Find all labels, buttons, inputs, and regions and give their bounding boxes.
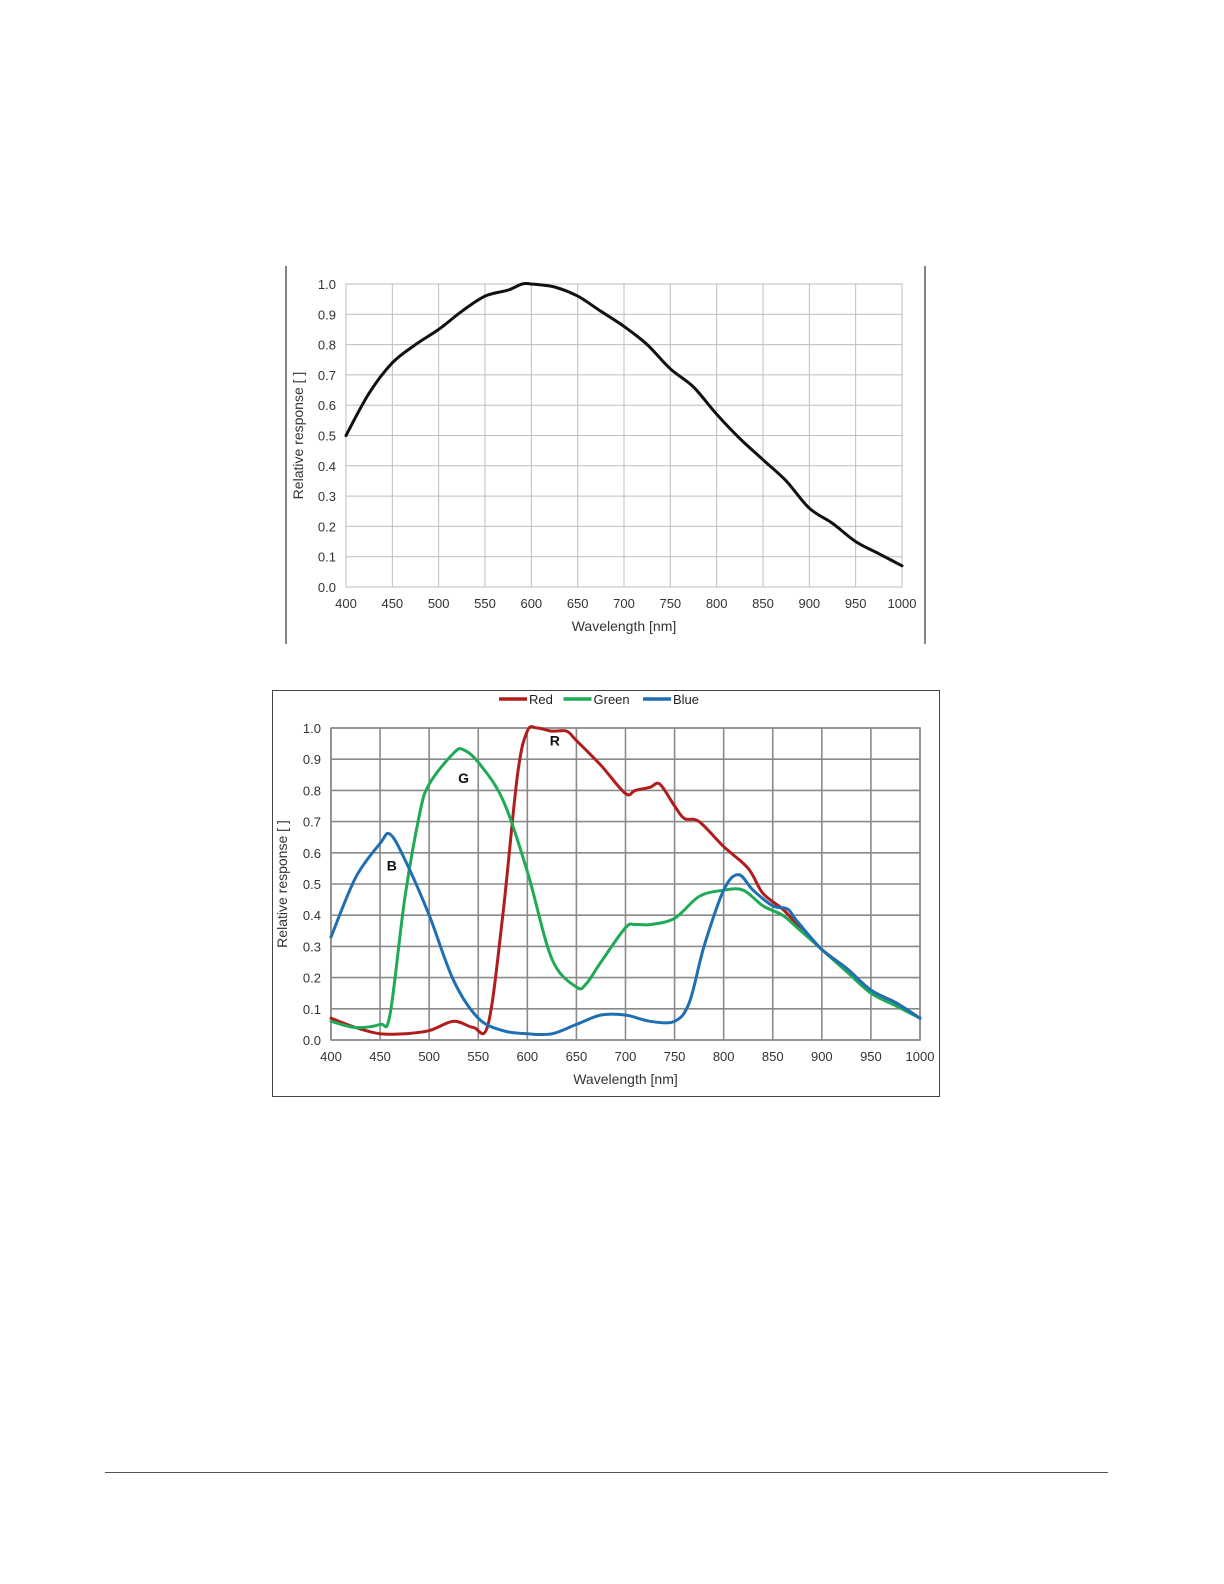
x-tick-label: 950 xyxy=(845,596,867,611)
x-tick-label: 900 xyxy=(811,1049,833,1064)
series-line-red xyxy=(329,725,922,1036)
x-tick-label: 800 xyxy=(706,596,728,611)
y-tick-label: 0.6 xyxy=(318,398,336,413)
x-tick-label: 900 xyxy=(798,596,820,611)
x-tick-label: 550 xyxy=(467,1049,489,1064)
y-tick-label: 1.0 xyxy=(318,277,336,292)
x-tick-label: 700 xyxy=(613,596,635,611)
y-tick-label: 0.0 xyxy=(318,580,336,595)
x-tick-label: 850 xyxy=(762,1049,784,1064)
legend-label: Blue xyxy=(673,692,699,707)
footer-rule xyxy=(105,1472,1108,1473)
x-tick-label: 500 xyxy=(418,1049,440,1064)
x-tick-label: 450 xyxy=(381,596,403,611)
y-tick-label: 0.3 xyxy=(318,489,336,504)
chart-border xyxy=(272,690,940,1097)
series-line-0 xyxy=(344,281,904,568)
y-tick-label: 0.9 xyxy=(318,307,336,322)
x-tick-label: 600 xyxy=(520,596,542,611)
x-tick-label: 600 xyxy=(516,1049,538,1064)
legend: Red Green Blue xyxy=(499,692,699,707)
x-tick-label: 650 xyxy=(567,596,589,611)
chart-frame xyxy=(285,266,926,644)
x-tick-label: 800 xyxy=(713,1049,735,1064)
y-tick-label: 0.8 xyxy=(303,783,321,798)
y-tick-label: 0.4 xyxy=(318,459,336,474)
relative-response-chart: 400 450 500 550 600 650 700 750 800 850 900 950 1000… xyxy=(285,266,926,644)
y-axis-label: Relative response [ ] xyxy=(290,372,306,500)
y-tick-label: 0.1 xyxy=(303,1002,321,1017)
x-tick-label: 950 xyxy=(860,1049,882,1064)
x-axis-label: Wavelength [nm] xyxy=(572,618,677,634)
x-tick-label: 1000 xyxy=(906,1049,935,1064)
y-tick-label: 0.7 xyxy=(318,368,336,383)
y-tick-label: 0.2 xyxy=(318,519,336,534)
y-tick-label: 0.4 xyxy=(303,908,321,923)
y-tick-label: 0.6 xyxy=(303,846,321,861)
legend-label: Red xyxy=(529,692,553,707)
y-tick-label: 0.1 xyxy=(318,550,336,565)
x-tick-label: 850 xyxy=(752,596,774,611)
y-tick-label: 0.5 xyxy=(303,877,321,892)
y-tick-label: 0.7 xyxy=(303,815,321,830)
x-tick-label: 750 xyxy=(659,596,681,611)
x-axis-label: Wavelength [nm] xyxy=(573,1071,678,1087)
x-tick-label: 700 xyxy=(615,1049,637,1064)
y-axis-label: Relative response [ ] xyxy=(274,820,290,948)
x-tick-label: 550 xyxy=(474,596,496,611)
curve-label: G xyxy=(458,770,469,786)
y-tick-label: 0.2 xyxy=(303,971,321,986)
plot-area: 400 450 500 550 600 650 700 750 800 850 900 950 1000… xyxy=(303,721,935,1064)
x-tick-label: 450 xyxy=(369,1049,391,1064)
y-tick-label: 0.9 xyxy=(303,752,321,767)
plot-area: 400 450 500 550 600 650 700 750 800 850 900 950 1000… xyxy=(318,277,917,611)
x-tick-label: 750 xyxy=(664,1049,686,1064)
y-tick-label: 1.0 xyxy=(303,721,321,736)
legend-label: Green xyxy=(594,692,630,707)
rgb-response-chart: Red Green Blue 400 450 500 550 600 650 700 750 800… xyxy=(272,690,940,1097)
y-tick-label: 0.3 xyxy=(303,939,321,954)
series-line-green xyxy=(329,747,922,1030)
x-tick-label: 400 xyxy=(320,1049,342,1064)
curve-label: B xyxy=(387,857,397,873)
x-tick-label: 400 xyxy=(335,596,357,611)
series-line-blue xyxy=(329,831,922,1037)
x-tick-label: 500 xyxy=(428,596,450,611)
curve-label: R xyxy=(550,732,560,748)
y-tick-label: 0.5 xyxy=(318,429,336,444)
x-tick-label: 1000 xyxy=(888,596,917,611)
y-tick-label: 0.8 xyxy=(318,338,336,353)
y-tick-label: 0.0 xyxy=(303,1033,321,1048)
x-tick-label: 650 xyxy=(566,1049,588,1064)
